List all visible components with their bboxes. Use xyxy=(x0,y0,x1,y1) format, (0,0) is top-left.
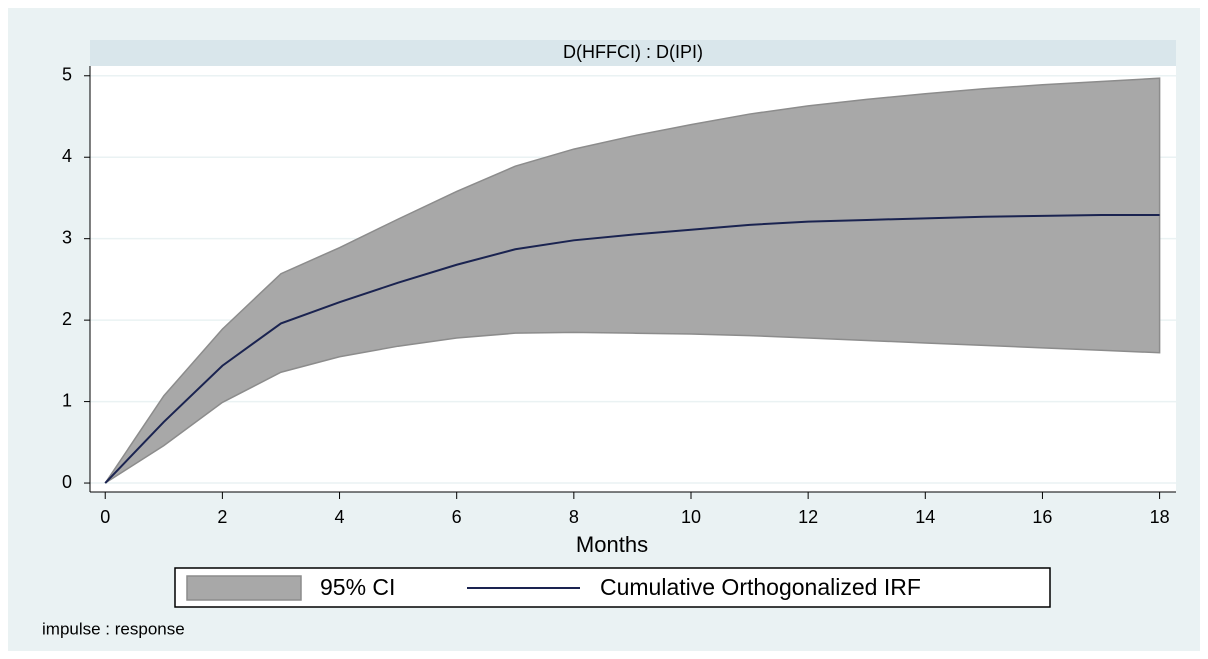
x-tick-label: 10 xyxy=(681,507,701,527)
legend xyxy=(174,567,1051,608)
y-tick-label: 3 xyxy=(62,227,72,247)
y-tick-label: 0 xyxy=(62,472,72,492)
x-tick-label: 0 xyxy=(100,507,110,527)
subtitle-strip xyxy=(90,40,1176,66)
legend-label: Cumulative Orthogonalized IRF xyxy=(600,574,921,600)
y-tick-label: 1 xyxy=(62,390,72,410)
x-tick-label: 16 xyxy=(1032,507,1052,527)
y-tick-label: 4 xyxy=(62,146,72,166)
y-tick-label: 2 xyxy=(62,309,72,329)
x-tick-label: 18 xyxy=(1150,507,1170,527)
x-axis-label: Months xyxy=(576,532,648,557)
legend-swatch xyxy=(186,575,302,601)
irf-line xyxy=(104,214,1160,484)
y-tick-label: 5 xyxy=(62,65,72,85)
x-tick-label: 8 xyxy=(569,507,579,527)
legend-label: 95% CI xyxy=(320,574,395,600)
x-tick-label: 4 xyxy=(335,507,345,527)
x-tick-label: 2 xyxy=(217,507,227,527)
x-tick-label: 14 xyxy=(915,507,935,527)
x-tick-label: 6 xyxy=(452,507,462,527)
x-tick-label: 12 xyxy=(798,507,818,527)
subtitle: D(HFFCI) : D(IPI) xyxy=(563,42,703,62)
note: impulse : response xyxy=(42,619,185,638)
